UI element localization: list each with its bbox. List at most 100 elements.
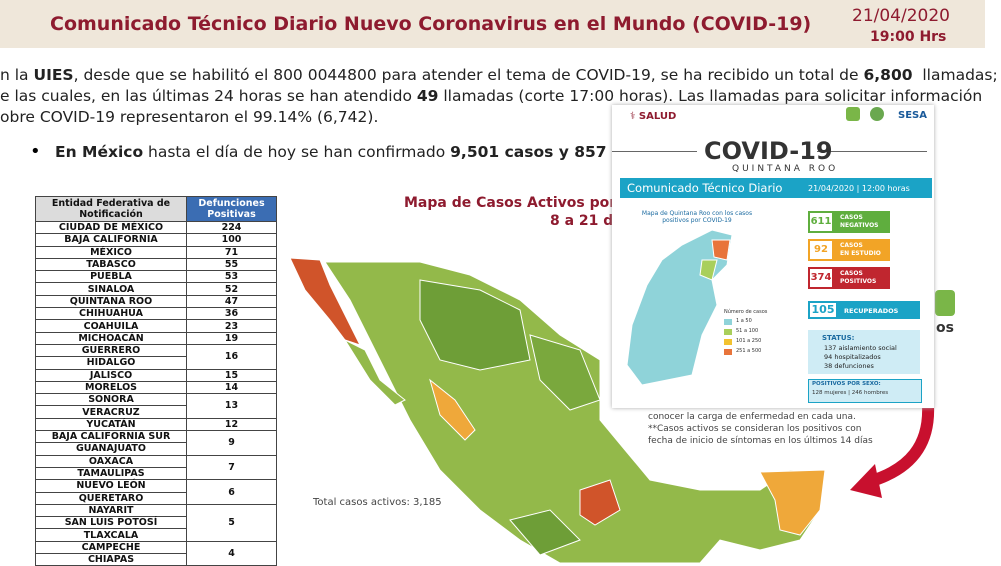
salud-text: SALUD [638, 111, 677, 122]
state-cell: QUINTANA ROO [35, 294, 187, 309]
state-cell: NUEVO LEÓN [35, 479, 187, 493]
state-cell: CIUDAD DE MÉXICO [35, 220, 187, 235]
legend-label: 51 a 100 [736, 328, 759, 334]
table-row: PUEBLA 53 [35, 270, 277, 284]
text-run: e las cuales, en las últimas 24 horas se… [0, 87, 417, 105]
legend-swatch [724, 319, 732, 325]
text-run: , desde que se habilitó el 800 0044800 p… [73, 66, 864, 84]
table-row: MICHOACÁN 19 [35, 331, 277, 345]
state-cell: SONORA [35, 393, 187, 407]
header-date: 21/04/2020 [852, 6, 950, 26]
sesa-logo: SESA [898, 110, 927, 121]
map-caption: Mapa de Quintana Roo con los casos posit… [641, 210, 753, 224]
table-row: NAYARIT 5 [35, 503, 277, 542]
table-row: COAHUILA 23 [35, 319, 277, 333]
status-item: 38 defunciones [824, 362, 874, 370]
map-subtitle: 8 a 21 d [550, 213, 614, 229]
rule [612, 151, 697, 152]
covid-logo: COVID-19 [704, 137, 833, 165]
stat-label: CASOS [840, 270, 863, 277]
text-run: UIES [33, 66, 74, 84]
state-cell: BAJA CALIFORNIA SUR [35, 430, 187, 444]
value-cell: 55 [186, 257, 277, 272]
value-cell: 4 [186, 540, 277, 566]
logo-icon [870, 107, 884, 121]
deaths-table: Entidad Federativa de Notificación Defunc… [35, 196, 277, 566]
map-note: **Casos activos se consideran los positi… [648, 424, 862, 434]
table-row: CAMPECHE 4 [35, 540, 277, 566]
state-cell: JALISCO [35, 368, 187, 382]
value-cell: 53 [186, 270, 277, 284]
table-row: CHIHUAHUA 36 [35, 307, 277, 321]
qroo-map [626, 229, 733, 386]
legend-label: 251 a 500 [736, 348, 762, 354]
state-cell: OAXACA [35, 454, 187, 468]
text-run: obre COVID-19 representaron el 99.14% (6… [0, 108, 379, 126]
stat-label: CASOS [840, 242, 863, 249]
state-cell: GUANAJUATO [35, 442, 187, 456]
legend-label: 1 a 50 [736, 318, 752, 324]
status-item: 137 aislamiento social [824, 344, 897, 352]
state-cell: QUERETARO [35, 491, 187, 505]
value-cell: 23 [186, 319, 277, 333]
value-cell: 15 [186, 368, 277, 382]
recovered-label: RECUPERADOS [844, 307, 899, 315]
table-row: GUERRERO 16 [35, 343, 277, 370]
value-cell: 5 [186, 503, 277, 542]
sex-box [808, 379, 922, 403]
status-title: STATUS: [822, 334, 855, 342]
sex-title: POSITIVOS POR SEXO: [812, 381, 881, 387]
state-cell: SINALOA [35, 282, 187, 296]
value-cell: 14 [186, 380, 277, 395]
table-row: OAXACA 7 [35, 454, 277, 481]
legend-title: Número de casos [724, 309, 768, 315]
bullet-dot: • [30, 141, 41, 162]
state-cell: MICHOACÁN [35, 331, 187, 345]
header-time: 19:00 Hrs [870, 29, 947, 45]
paragraph-line: n la UIES, desde que se habilitó el 800 … [0, 66, 998, 84]
rule [817, 151, 927, 152]
state-cell: CHIHUAHUA [35, 307, 187, 321]
value-cell: 36 [186, 307, 277, 321]
salud-logo: ⚕ SALUD [630, 111, 677, 122]
stat-label: NEGATIVOS [840, 222, 879, 229]
table-row: SONORA 13 [35, 393, 277, 419]
stat-label: EN ESTUDIO [840, 250, 881, 257]
table-row: SAN LUIS POTOSÍ [35, 516, 277, 530]
state-cell: GUERRERO [35, 343, 187, 358]
table-row: TABASCO 55 [35, 257, 277, 272]
value-cell: 47 [186, 294, 277, 309]
value-cell: 6 [186, 479, 277, 505]
value-cell: 100 [186, 233, 277, 247]
stat-number: 374 [810, 269, 832, 287]
table-row: BAJA CALIFORNIA SUR 9 [35, 430, 277, 456]
stat-label: POSITIVOS [840, 278, 877, 285]
table-row: NUEVO LEÓN 6 [35, 479, 277, 505]
state-cell: CAMPECHE [35, 540, 187, 555]
table-row: SINALOA 52 [35, 282, 277, 296]
state-cell: BAJA CALIFORNIA [35, 233, 187, 247]
state-cell: TLAXCALA [35, 528, 187, 542]
text-run: llamadas (corte 17:00 horas). Las llamad… [438, 87, 983, 105]
text-run: n la [0, 66, 34, 84]
header-band [0, 0, 985, 48]
state-cell: HIDALGO [35, 356, 187, 370]
status-item: 94 hospitalizados [824, 353, 881, 361]
state-cell: VERACRUZ [35, 405, 187, 419]
map-note: conocer la carga de enfermedad en cada u… [648, 412, 856, 422]
banner-title: Comunicado Técnico Diario [627, 181, 783, 195]
state-cell: TAMAULIPAS [35, 466, 187, 481]
banner-date: 21/04/2020 | 12:00 horas [808, 184, 910, 193]
state-cell: CHIAPAS [35, 553, 187, 566]
mexico-map [289, 257, 826, 563]
state-cell: NAYARIT [35, 503, 187, 518]
text-run: 6,800 [863, 66, 913, 84]
header-cell: Defunciones Positivas [186, 196, 277, 222]
table-row: QUINTANA ROO 47 [35, 294, 277, 309]
text-run: llamadas; [912, 66, 998, 84]
value-cell: 224 [186, 220, 277, 235]
state-cell: MORELOS [35, 380, 187, 395]
table-row: JALISCO 15 [35, 368, 277, 382]
sex-values: 128 mujeres | 246 hombres [812, 390, 889, 396]
